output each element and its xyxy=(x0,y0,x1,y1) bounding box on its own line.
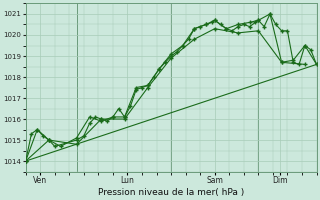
X-axis label: Pression niveau de la mer( hPa ): Pression niveau de la mer( hPa ) xyxy=(98,188,244,197)
